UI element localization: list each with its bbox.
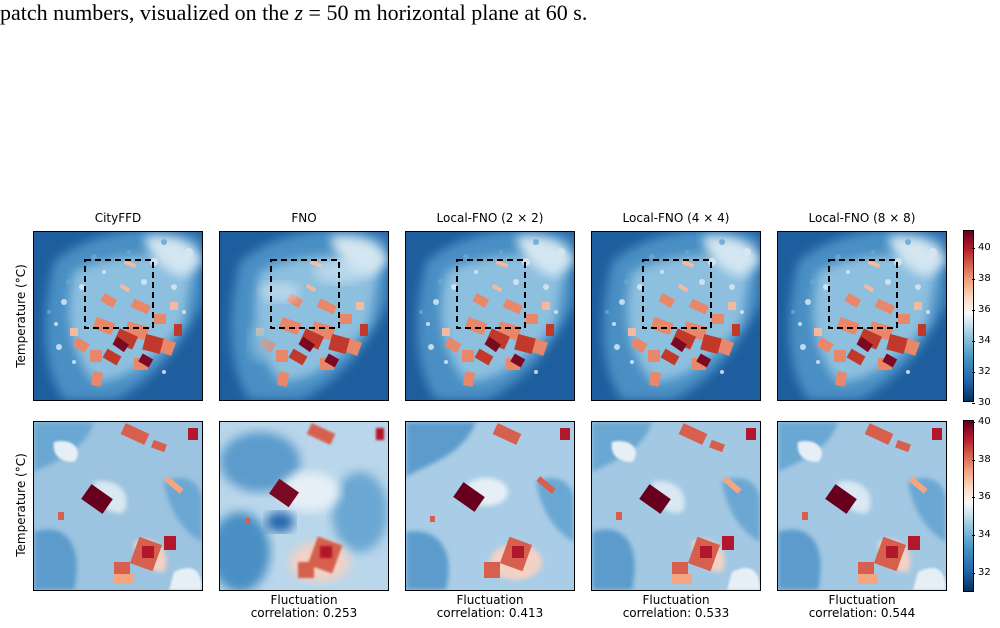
panel-top-local-fno-8x8 [777, 231, 947, 401]
colorbar-top-tick: 36 [972, 305, 991, 315]
panel-top-local-fno-4x4 [591, 231, 761, 401]
column-title-fno: FNO [291, 211, 317, 225]
panel-top-local-fno-2x2 [405, 231, 575, 401]
caption-text-pre: patch numbers, visualized on the [0, 0, 295, 25]
panel-bottom-local-fno-4x4 [591, 421, 761, 591]
colorbar-top-tick: 32 [972, 367, 991, 377]
panel-bottom-local-fno-8x8 [777, 421, 947, 591]
caption-text-post: = 50 m horizontal plane at 60 s. [303, 0, 588, 25]
panel-bottom-local-fno-2x2 [405, 421, 575, 591]
panel-bottom-cityffd [33, 421, 203, 591]
row-label-bottom: Temperature (°C) [14, 453, 28, 557]
column-title-local-fno-2x2: Local-FNO (2 × 2) [436, 211, 544, 225]
figure-caption: patch numbers, visualized on the z = 50 … [0, 0, 1000, 26]
colorbar-bottom-tick: 40 [972, 417, 991, 427]
panel-bottom-fno [219, 421, 389, 591]
colorbar-bottom-tick: 38 [972, 455, 991, 465]
colorbar-bottom-tick: 36 [972, 492, 991, 502]
column-title-local-fno-4x4: Local-FNO (4 × 4) [622, 211, 730, 225]
colorbar-top-tick: 38 [972, 274, 991, 284]
colorbar-bottom [963, 420, 974, 592]
colorbar-top [963, 230, 974, 402]
column-title-local-fno-8x8: Local-FNO (8 × 8) [808, 211, 916, 225]
colorbar-bottom-tick: 34 [972, 530, 991, 540]
colorbar-top-tick: 40 [972, 243, 991, 253]
panel-top-cityffd [33, 231, 203, 401]
caption-z-symbol: z [294, 0, 304, 25]
panel-top-fno [219, 231, 389, 401]
correlation-label-local-fno-8x8: Fluctuation correlation: 0.544 [808, 593, 916, 620]
column-title-cityffd: CityFFD [94, 211, 142, 225]
correlation-label-fno: Fluctuation correlation: 0.253 [250, 593, 358, 620]
correlation-label-local-fno-4x4: Fluctuation correlation: 0.533 [622, 593, 730, 620]
colorbar-top-tick: 34 [972, 336, 991, 346]
colorbar-top-tick: 30 [972, 398, 991, 408]
row-label-top: Temperature (°C) [14, 264, 28, 368]
colorbar-bottom-tick: 32 [972, 568, 991, 578]
correlation-label-local-fno-2x2: Fluctuation correlation: 0.413 [436, 593, 544, 620]
